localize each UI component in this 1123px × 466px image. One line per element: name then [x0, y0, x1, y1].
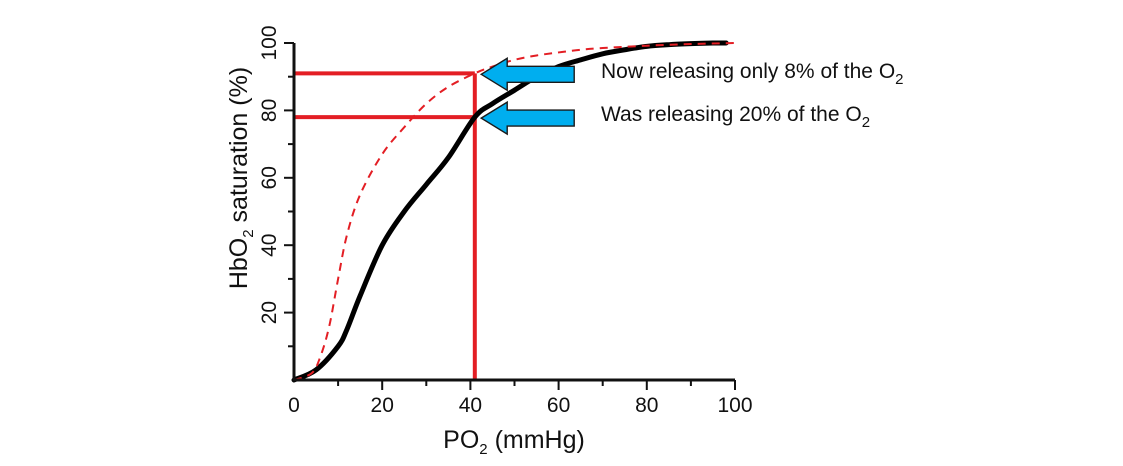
tick-labels: 0 20 40 60 80 100 20 40 60 80 100 — [258, 25, 753, 417]
x-tick-label-60: 60 — [547, 394, 570, 417]
annotation-was-releasing-text: Was releasing 20% of the O — [601, 103, 862, 126]
y-tick-label-40: 40 — [258, 234, 281, 257]
plot-lines — [291, 40, 736, 383]
x-axis-title-subscript: 2 — [479, 441, 487, 458]
annotation-arrows — [479, 57, 575, 136]
annotation-now-releasing-subscript: 2 — [895, 71, 903, 88]
y-tick-label-20: 20 — [258, 301, 281, 324]
x-axis-title: PO2 (mmHg) — [443, 426, 585, 458]
y-axis-title-suffix: saturation (%) — [225, 67, 253, 230]
x-axis-title-suffix: (mmHg) — [488, 426, 585, 454]
axes — [292, 43, 735, 382]
x-axis-title-main: PO — [443, 426, 479, 454]
x-tick-label-20: 20 — [371, 394, 394, 417]
y-axis-title-subscript: 2 — [240, 229, 257, 237]
ticks — [284, 42, 736, 390]
annotation-now-releasing: Now releasing only 8% of the O2 — [601, 60, 904, 88]
y-axis-title-main: HbO — [225, 238, 253, 289]
y-tick-label-100: 100 — [258, 25, 281, 60]
series-line-2-dashed — [293, 42, 736, 381]
x-tick-label-100: 100 — [717, 394, 752, 417]
annotation-arrow-1 — [479, 57, 575, 92]
annotation-now-releasing-text: Now releasing only 8% of the O — [601, 60, 895, 83]
annotations: Now releasing only 8% of the O2 Was rele… — [601, 60, 904, 131]
x-tick-label-80: 80 — [635, 394, 658, 417]
x-tick-label-40: 40 — [459, 394, 482, 417]
annotation-arrow-2 — [479, 100, 575, 136]
x-tick-label-0: 0 — [288, 394, 300, 417]
series-line-1-solid — [291, 40, 729, 383]
y-axis-title: HbO2 saturation (%) — [225, 67, 257, 289]
y-tick-label-60: 60 — [258, 166, 281, 189]
annotation-was-releasing: Was releasing 20% of the O2 — [601, 103, 870, 131]
y-tick-label-80: 80 — [258, 99, 281, 122]
annotation-was-releasing-subscript: 2 — [862, 114, 870, 131]
